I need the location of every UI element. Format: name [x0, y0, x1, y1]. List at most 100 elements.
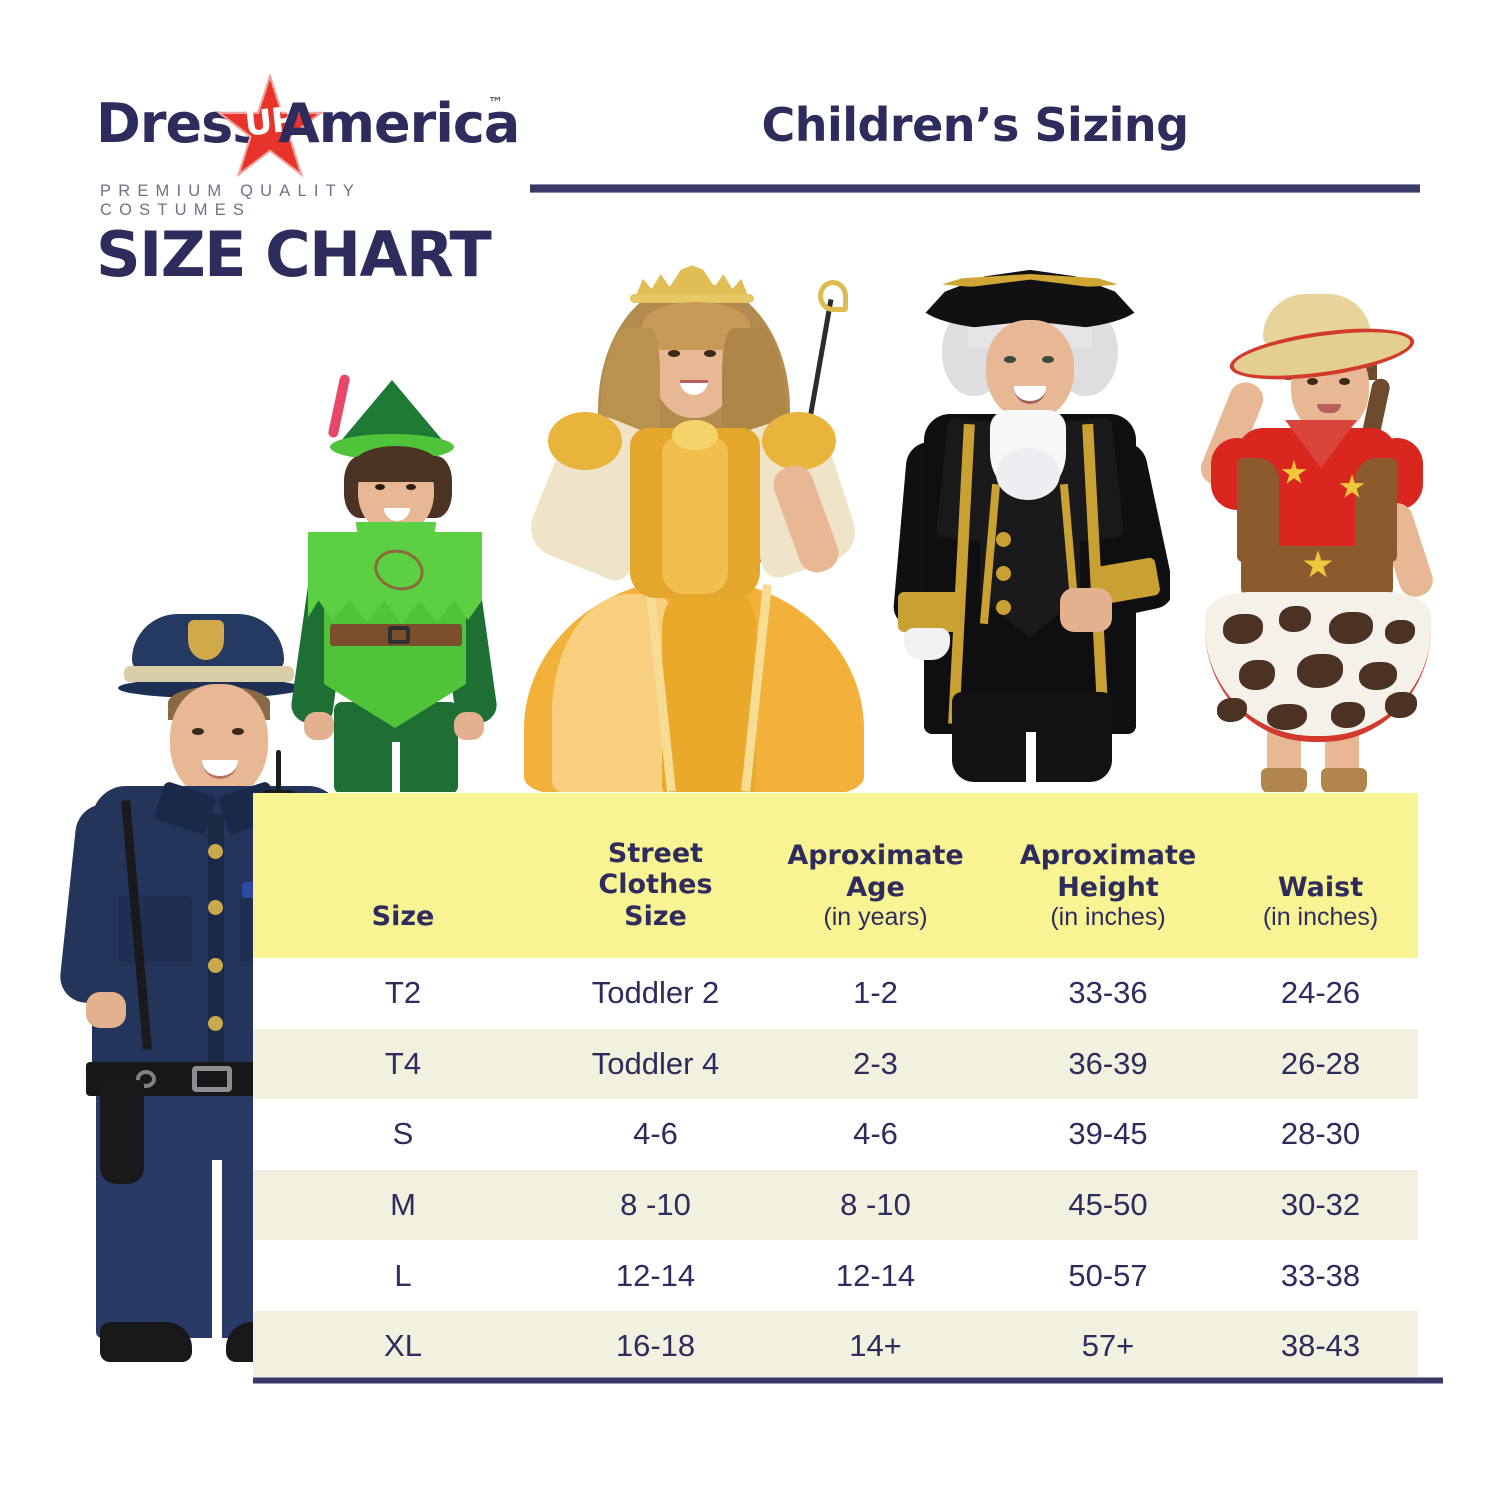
cell-size: S — [392, 1116, 414, 1152]
cell-waist: 30-32 — [1280, 1187, 1361, 1223]
princess-bodice-center-panel — [662, 438, 728, 594]
brand-logo: Dress UP America ™ PREMIUM QUALITY COSTU… — [92, 74, 520, 291]
colonial-mouth — [1014, 386, 1046, 404]
column-header-approximate-age: Aproximate Age (in years) — [787, 840, 964, 931]
cowgirl-boot-left — [1261, 768, 1307, 792]
peter-pan-costume-photo — [282, 372, 502, 792]
peterpan-hat-cone — [340, 380, 444, 442]
princess-shoulder-puff-left — [548, 412, 622, 470]
cell-height: 36-39 — [1068, 1045, 1148, 1081]
cowgirl-mouth — [1317, 404, 1341, 413]
colonial-hand-right — [1060, 588, 1112, 632]
document-title: SIZE CHART — [96, 218, 492, 291]
colonial-head — [986, 320, 1074, 420]
police-button — [208, 1016, 223, 1031]
table-row: XL 16-18 14+ 57+ 38-43 — [253, 1310, 1418, 1382]
column-header-street-clothes-size: Street Clothes Size — [598, 838, 713, 932]
colonial-lace-cuff-left — [904, 628, 950, 660]
cell-street: 8 -10 — [620, 1187, 691, 1223]
police-head — [170, 684, 268, 800]
police-eye-left — [192, 728, 204, 735]
cell-age: 12-14 — [835, 1257, 916, 1293]
cowgirl-boot-right — [1321, 768, 1367, 792]
cell-waist: 38-43 — [1280, 1328, 1361, 1364]
police-leg-gap — [212, 1160, 222, 1340]
cow-spot — [1223, 614, 1263, 644]
cow-spot — [1297, 654, 1343, 688]
cell-size: XL — [384, 1328, 422, 1364]
cell-height: 33-36 — [1068, 975, 1148, 1011]
star-icon — [216, 74, 324, 178]
cell-street: Toddler 2 — [591, 975, 720, 1011]
cell-age: 1-2 — [853, 975, 898, 1011]
cell-street: 12-14 — [615, 1257, 696, 1293]
cow-spot — [1385, 692, 1417, 718]
cell-age: 8 -10 — [840, 1187, 911, 1223]
cell-street: 4-6 — [633, 1116, 678, 1152]
column-header-size: Size — [371, 900, 435, 932]
cell-height: 39-45 — [1068, 1116, 1148, 1152]
table-header-row: Size Street Clothes Size Aproximate Age … — [253, 793, 1418, 958]
cell-height: 50-57 — [1068, 1257, 1148, 1293]
princess-eye-left — [668, 350, 680, 357]
cowgirl-eye-left — [1307, 378, 1318, 385]
colonial-button — [996, 566, 1011, 581]
peterpan-eye-left — [375, 484, 385, 490]
cell-age: 14+ — [849, 1328, 902, 1364]
cell-size: T2 — [384, 975, 422, 1011]
table-row: T2 Toddler 2 1-2 33-36 24-26 — [253, 958, 1418, 1029]
cowgirl-cow-print-skirt — [1205, 592, 1431, 742]
cell-waist: 24-26 — [1280, 975, 1361, 1011]
column-header-approximate-height: Aproximate Height (in inches) — [1019, 840, 1197, 931]
police-button — [208, 844, 223, 859]
peterpan-hand-left — [304, 712, 334, 740]
cell-street: Toddler 4 — [591, 1045, 720, 1081]
police-shoe-left — [100, 1322, 192, 1362]
cell-waist: 26-28 — [1280, 1045, 1361, 1081]
table-row: S 4-6 4-6 39-45 28-30 — [253, 1099, 1418, 1170]
column-header-waist: Waist (in inches) — [1262, 871, 1379, 931]
cell-size: T4 — [384, 1045, 422, 1081]
police-mouth — [202, 760, 238, 779]
peterpan-hand-right — [454, 712, 484, 740]
cow-spot — [1217, 698, 1247, 722]
princess-tiara-band — [630, 294, 754, 303]
cow-spot — [1385, 620, 1415, 644]
golden-princess-costume-photo — [490, 252, 890, 792]
table-row: M 8 -10 8 -10 45-50 30-32 — [253, 1169, 1418, 1241]
page-title: Children’s Sizing — [761, 98, 1189, 152]
colonial-cuff-left — [898, 592, 960, 632]
colonial-button — [996, 600, 1011, 615]
peterpan-mouth — [384, 508, 410, 521]
princess-neck-jewel-icon — [672, 420, 718, 450]
princess-tiara-icon — [636, 265, 748, 296]
police-hat-band — [124, 666, 294, 682]
cow-spot — [1331, 702, 1365, 728]
police-holster — [100, 1080, 144, 1184]
cow-spot — [1359, 662, 1397, 690]
table-row: L 12-14 12-14 50-57 33-38 — [253, 1240, 1418, 1311]
peterpan-eye-right — [406, 484, 416, 490]
colonial-leg-gap — [1026, 732, 1036, 786]
trademark-symbol: ™ — [488, 94, 503, 112]
princess-mouth — [680, 380, 708, 395]
police-hand-left — [86, 992, 126, 1028]
peterpan-belt-buckle — [388, 626, 410, 644]
colonial-eye-left — [1004, 356, 1016, 363]
princess-skirt-front-panel — [662, 582, 756, 792]
logo-wordmark: Dress UP America ™ — [92, 74, 520, 178]
header-divider — [530, 184, 1420, 193]
logo-word-america: America — [278, 92, 520, 155]
cowgirl-costume-photo — [1175, 282, 1450, 792]
police-pocket-left — [118, 896, 192, 962]
police-radio-antenna — [276, 750, 281, 794]
brand-tagline: PREMIUM QUALITY COSTUMES — [100, 182, 361, 219]
cell-age: 2-3 — [853, 1045, 898, 1081]
table-row: T4 Toddler 4 2-3 36-39 26-28 — [253, 1028, 1418, 1100]
police-hat-badge-icon — [188, 620, 224, 660]
cow-spot — [1329, 612, 1373, 644]
colonial-boy-costume-photo — [890, 262, 1170, 792]
colonial-eye-right — [1042, 356, 1054, 363]
size-chart-table: Size Street Clothes Size Aproximate Age … — [253, 793, 1418, 1382]
